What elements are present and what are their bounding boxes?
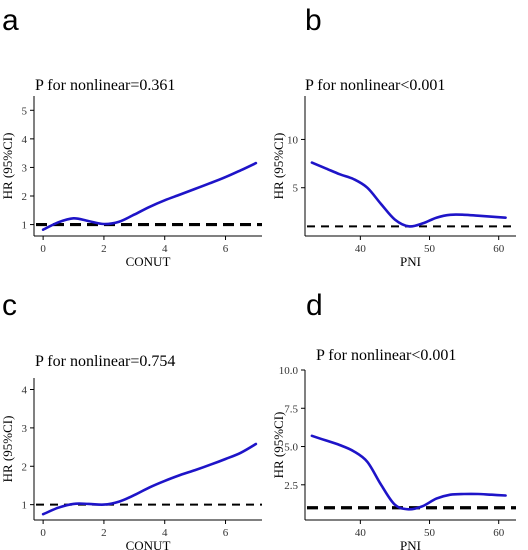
y-tick-label: 5 bbox=[22, 105, 28, 117]
x-tick-label: 50 bbox=[424, 243, 436, 255]
x-tick-label: 40 bbox=[355, 243, 367, 255]
y-tick-label: 2 bbox=[22, 461, 28, 473]
x-tick-label: 4 bbox=[162, 243, 168, 255]
y-axis-title: HR (95%CI) bbox=[0, 416, 15, 483]
panel-letter: d bbox=[306, 289, 323, 322]
panel-letter: a bbox=[2, 4, 19, 37]
y-tick-label: 3 bbox=[22, 162, 28, 174]
x-tick-label: 2 bbox=[101, 243, 107, 255]
panel-letter: b bbox=[305, 4, 322, 37]
x-axis-title: CONUT bbox=[126, 254, 171, 269]
p-nonlinear-annotation: P for nonlinear<0.001 bbox=[305, 77, 445, 94]
y-axis-title: HR (95%CI) bbox=[271, 133, 286, 200]
y-tick-label: 5 bbox=[293, 183, 299, 195]
y-tick-label: 2 bbox=[22, 191, 28, 203]
y-tick-label: 1 bbox=[22, 220, 28, 232]
hr-curve bbox=[310, 161, 507, 228]
x-tick-label: 4 bbox=[162, 527, 168, 539]
y-tick-label: 4 bbox=[22, 385, 28, 397]
x-tick-label: 60 bbox=[493, 243, 505, 255]
x-tick-label: 60 bbox=[493, 527, 505, 539]
x-tick-label: 6 bbox=[223, 243, 229, 255]
y-tick-label: 4 bbox=[22, 134, 28, 146]
x-axis-title: CONUT bbox=[126, 538, 171, 550]
x-axis-title: PNI bbox=[400, 254, 421, 269]
y-tick-label: 7.5 bbox=[284, 403, 298, 415]
y-tick-label: 2.5 bbox=[284, 480, 298, 492]
x-tick-label: 0 bbox=[40, 527, 46, 539]
y-tick-label: 10.0 bbox=[279, 365, 299, 377]
x-tick-label: 6 bbox=[223, 527, 229, 539]
p-nonlinear-annotation: P for nonlinear=0.754 bbox=[35, 353, 175, 370]
hr-curve bbox=[310, 434, 507, 511]
x-tick-label: 40 bbox=[355, 527, 367, 539]
x-tick-label: 2 bbox=[101, 527, 107, 539]
x-tick-label: 0 bbox=[40, 243, 46, 255]
p-nonlinear-annotation: P for nonlinear<0.001 bbox=[316, 347, 456, 364]
y-axis-title: HR (95%CI) bbox=[271, 412, 286, 479]
y-tick-label: 5.0 bbox=[284, 442, 298, 454]
x-axis-title: PNI bbox=[400, 538, 421, 550]
hr-curve bbox=[41, 442, 258, 516]
panel-letter: c bbox=[2, 289, 17, 322]
y-axis-title: HR (95%CI) bbox=[0, 133, 15, 200]
x-tick-label: 50 bbox=[424, 527, 436, 539]
y-tick-label: 10 bbox=[287, 134, 299, 146]
y-tick-label: 3 bbox=[22, 423, 28, 435]
y-tick-label: 1 bbox=[22, 500, 28, 512]
p-nonlinear-annotation: P for nonlinear=0.361 bbox=[35, 77, 175, 94]
hr-curve bbox=[41, 161, 258, 231]
